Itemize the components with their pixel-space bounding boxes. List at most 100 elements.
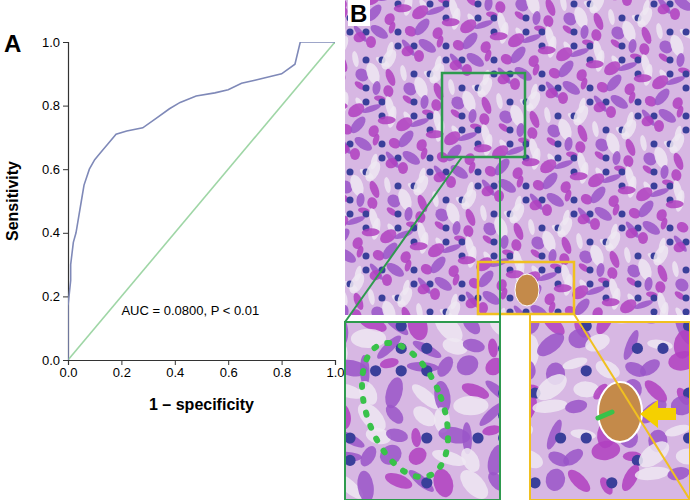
cell — [510, 238, 522, 252]
nucleus — [395, 29, 402, 36]
cell — [350, 148, 360, 160]
nucleus — [427, 155, 434, 162]
cell — [357, 443, 380, 469]
cell — [482, 354, 500, 379]
nucleus — [475, 169, 482, 176]
cell — [670, 8, 680, 20]
nucleus — [683, 113, 690, 120]
arrow — [640, 400, 676, 428]
cell — [486, 322, 500, 341]
cell — [396, 128, 417, 150]
cell — [569, 46, 590, 58]
cell — [542, 204, 552, 216]
tissue-image — [345, 0, 690, 315]
cell — [650, 243, 671, 268]
cell — [510, 78, 520, 90]
cell — [559, 0, 568, 11]
nucleus — [443, 43, 450, 50]
nucleus — [571, 197, 578, 204]
cell — [487, 338, 499, 358]
cell — [500, 235, 510, 250]
cell — [532, 11, 542, 26]
image-background — [530, 322, 690, 500]
roc-curve — [68, 42, 335, 360]
cell — [460, 89, 479, 114]
cell — [560, 445, 586, 468]
cell — [377, 116, 395, 125]
cell — [430, 288, 440, 300]
cell — [656, 264, 670, 284]
nucleus — [683, 85, 690, 92]
cell — [544, 467, 568, 493]
cell — [618, 117, 639, 142]
cell — [385, 426, 410, 444]
nucleus — [651, 169, 658, 176]
cell — [409, 116, 430, 128]
cell — [640, 115, 655, 128]
cell — [382, 84, 394, 98]
cell — [364, 61, 383, 86]
nucleus — [603, 169, 610, 176]
zoom-box-yellow — [478, 262, 574, 314]
cell — [558, 252, 570, 266]
cell — [352, 31, 367, 44]
cell — [580, 25, 590, 40]
cell — [658, 301, 670, 315]
nucleus — [427, 169, 434, 176]
nucleus — [427, 309, 434, 316]
cell — [537, 270, 558, 282]
cell — [591, 306, 605, 315]
cell — [532, 398, 568, 415]
image-panel — [328, 0, 690, 500]
cell — [410, 428, 422, 448]
nucleus — [411, 281, 418, 288]
cell — [591, 121, 600, 138]
tick-label: 0.2 — [113, 365, 131, 380]
cell — [348, 173, 367, 198]
cell — [345, 54, 349, 74]
cell — [484, 0, 494, 11]
cell — [345, 33, 351, 58]
cell — [544, 87, 559, 100]
nucleus — [651, 1, 658, 8]
nucleus — [395, 183, 402, 190]
cell — [428, 254, 449, 276]
cell — [527, 219, 536, 236]
cell — [458, 187, 479, 212]
nucleus — [363, 85, 370, 92]
nucleus — [421, 343, 432, 354]
nucleus — [587, 281, 594, 288]
cell — [459, 322, 483, 337]
cell — [624, 227, 639, 240]
nucleus — [459, 127, 466, 134]
cell — [604, 131, 623, 156]
vessel-outline — [345, 331, 464, 489]
cell — [492, 156, 513, 178]
cell — [410, 173, 431, 198]
cell — [346, 271, 367, 296]
figure: A0.00.20.40.60.81.00.00.20.40.60.81.0AUC… — [0, 0, 690, 500]
cell — [672, 152, 686, 172]
tick: 0.6 — [220, 360, 238, 380]
cell — [608, 250, 622, 270]
cell — [521, 158, 539, 167]
cell — [372, 81, 382, 96]
cell — [558, 92, 568, 104]
cell — [384, 157, 399, 170]
nucleus — [619, 43, 626, 50]
connector — [345, 157, 462, 322]
nucleus — [411, 71, 418, 78]
cell — [654, 280, 666, 294]
cell — [606, 266, 618, 280]
cell — [356, 193, 366, 208]
cell — [592, 101, 607, 114]
cell — [432, 82, 446, 102]
nucleus — [443, 197, 450, 204]
nucleus — [459, 295, 466, 302]
zoom-box-green — [442, 73, 525, 157]
tick-label: 0.6 — [42, 162, 60, 177]
cell — [636, 198, 657, 220]
cell — [362, 159, 383, 184]
cell — [634, 465, 670, 482]
cell — [553, 284, 571, 293]
